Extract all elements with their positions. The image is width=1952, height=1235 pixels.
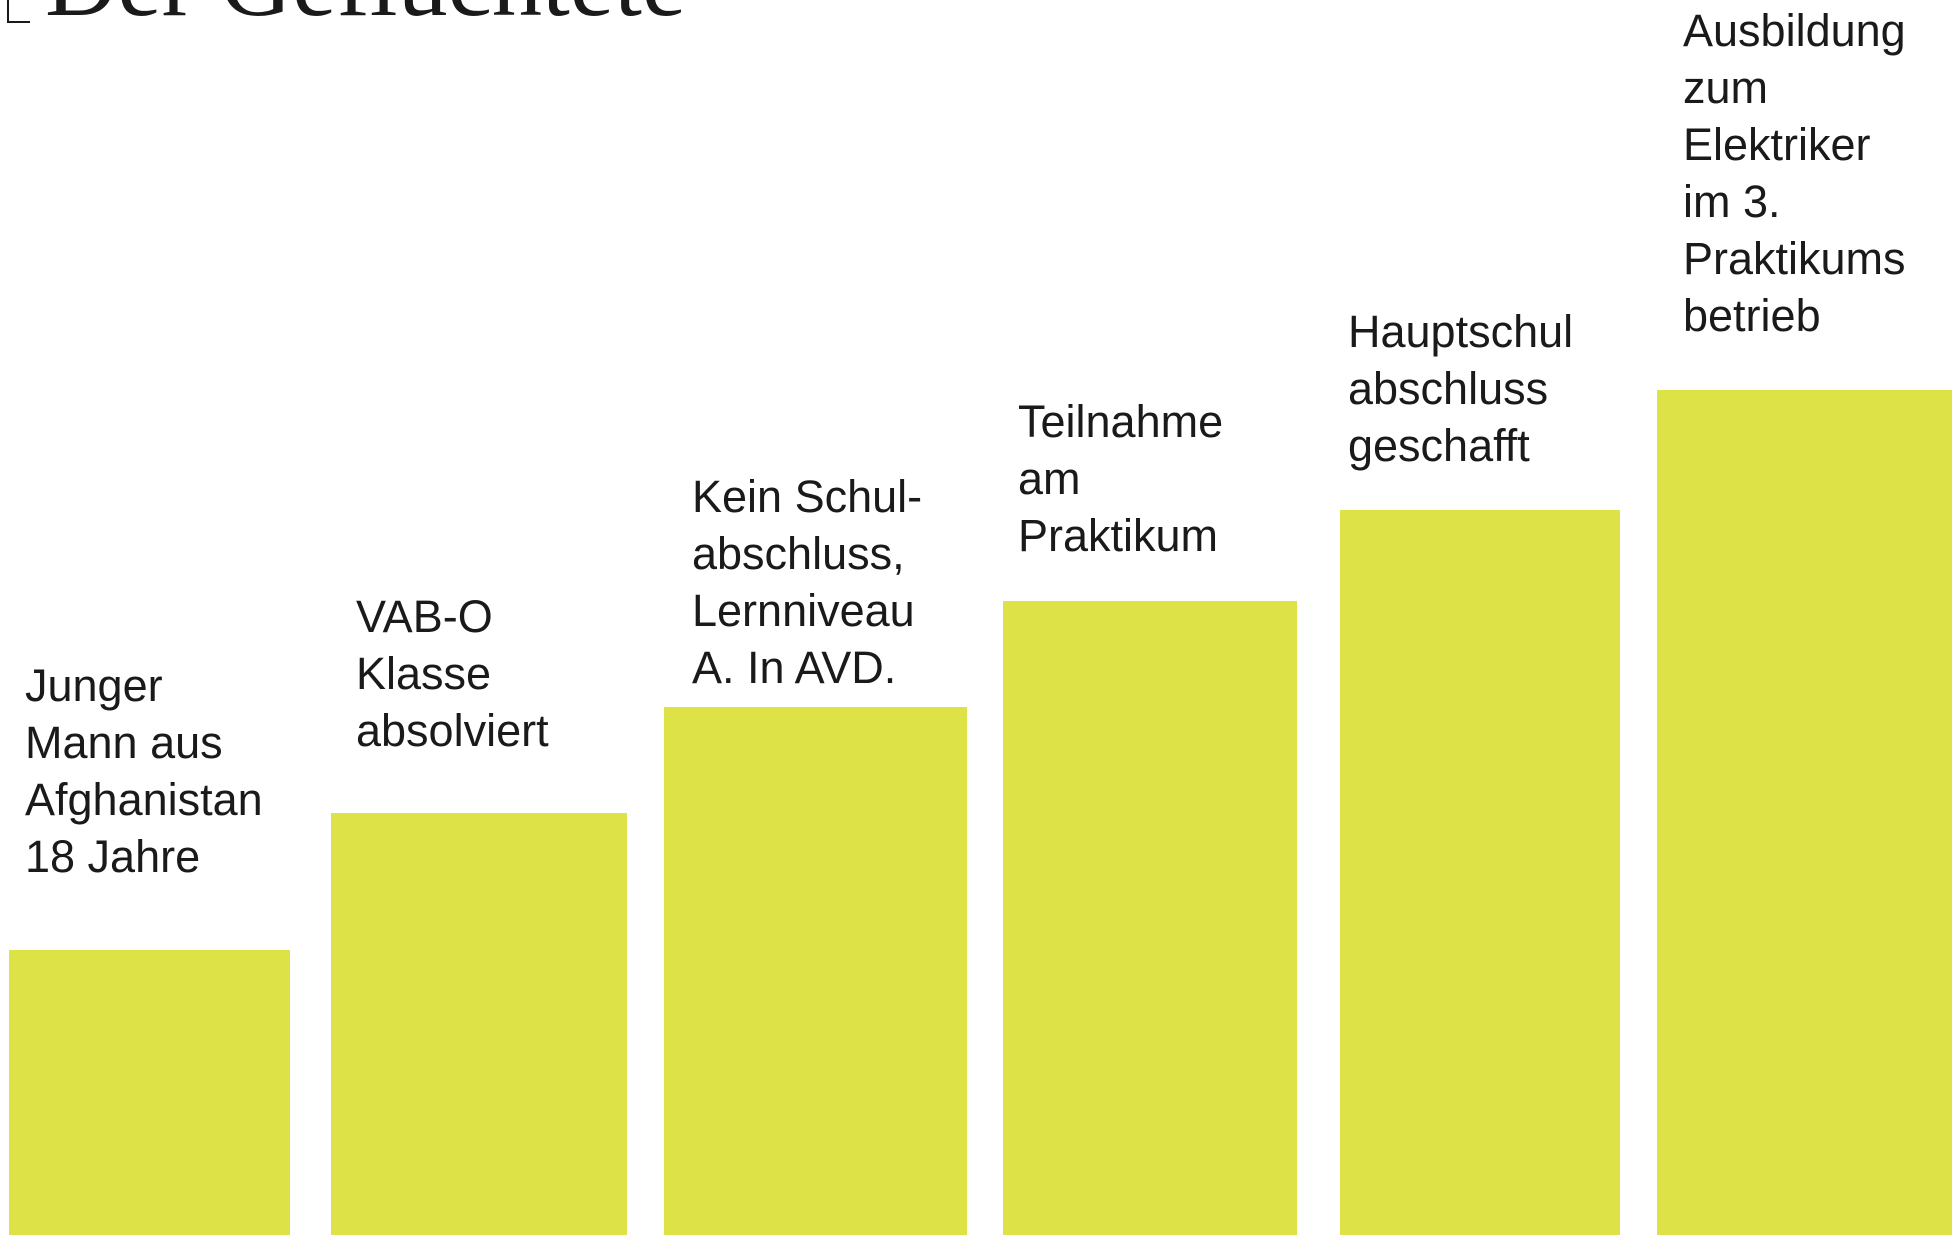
- step-label: Lernniveau: [692, 585, 915, 636]
- step-label: Kein Schul-: [692, 471, 922, 522]
- step-label: VAB-O: [356, 591, 493, 642]
- step-label: zum: [1683, 62, 1768, 113]
- step-label: Praktikum: [1018, 510, 1218, 561]
- title-marker: [7, 0, 30, 23]
- step-label: am: [1018, 453, 1081, 504]
- step-label: Hauptschul: [1348, 306, 1573, 357]
- step-bar: [1657, 390, 1952, 1235]
- step-bar: [331, 813, 627, 1235]
- step-label: Afghanistan: [25, 774, 263, 825]
- step-label: Ausbildung: [1683, 5, 1906, 56]
- step-label: absolviert: [356, 705, 549, 756]
- step-bar: [9, 950, 290, 1235]
- step-label: Elektriker: [1683, 119, 1871, 170]
- step-label: geschafft: [1348, 420, 1530, 471]
- step-label: Junger: [25, 660, 163, 711]
- step-bar: [1340, 510, 1620, 1235]
- step-label: Praktikums: [1683, 233, 1906, 284]
- step-label: 18 Jahre: [25, 831, 200, 882]
- step-label: Klasse: [356, 648, 491, 699]
- step-label: A. In AVD.: [692, 642, 896, 693]
- step-label: Teilnahme: [1018, 396, 1223, 447]
- step-bar: [664, 707, 967, 1235]
- step-label: im 3.: [1683, 176, 1781, 227]
- step-label: Mann aus: [25, 717, 223, 768]
- step-label: betrieb: [1683, 290, 1821, 341]
- step-label: abschluss: [1348, 363, 1548, 414]
- title: Der Geflüchtete: [45, 0, 686, 37]
- step-bar: [1003, 601, 1297, 1235]
- step-label: abschluss,: [692, 528, 905, 579]
